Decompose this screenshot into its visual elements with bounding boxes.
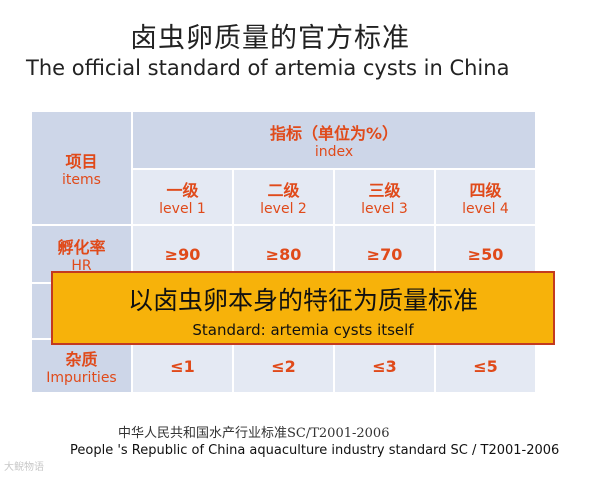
item-header-en: items	[62, 172, 101, 188]
item-header-cell: 项目 items	[30, 110, 133, 226]
page-title-cn: 卤虫卵质量的官方标准	[130, 23, 410, 54]
footer-source-en: People 's Republic of China aquaculture …	[70, 443, 560, 458]
level-4-cn: 四级	[469, 181, 502, 200]
row-label-impurities: 杂质 Impurities	[30, 338, 133, 394]
level-2-cn: 二级	[267, 181, 300, 200]
level-4-en: level 4	[462, 201, 509, 217]
callout-cn: 以卤虫卵本身的特征为质量标准	[127, 286, 478, 315]
level-1-header: 一级 level 1	[131, 168, 234, 226]
table-cell: ≤3	[333, 338, 436, 394]
index-header-en: index	[314, 144, 354, 160]
index-header-cell: 指标（单位为%） index	[131, 110, 537, 170]
standard-callout-box: 以卤虫卵本身的特征为质量标准 Standard: artemia cysts i…	[51, 271, 555, 345]
level-1-en: level 1	[159, 201, 206, 217]
table-cell: ≤5	[434, 338, 537, 394]
standard-table: 项目 items 指标（单位为%） index 一级 level 1 二级 le…	[30, 110, 537, 394]
level-2-header: 二级 level 2	[232, 168, 335, 226]
table-row: 杂质 Impurities ≤1 ≤2 ≤3 ≤5	[30, 338, 537, 394]
level-4-header: 四级 level 4	[434, 168, 537, 226]
row-impurities-en: Impurities	[46, 370, 117, 386]
footer-source-cn: 中华人民共和国水产行业标准SC/T2001-2006	[118, 426, 390, 441]
level-3-cn: 三级	[368, 181, 401, 200]
table-cell: ≤2	[232, 338, 335, 394]
level-2-en: level 2	[260, 201, 307, 217]
item-header-cn: 项目	[65, 152, 98, 171]
page-title-en: The official standard of artemia cysts i…	[26, 56, 510, 80]
level-3-header: 三级 level 3	[333, 168, 436, 226]
level-3-en: level 3	[361, 201, 408, 217]
watermark: 大鲵物语	[4, 462, 44, 473]
callout-en: Standard: artemia cysts itself	[192, 321, 414, 339]
row-hr-cn: 孵化率	[57, 238, 106, 257]
level-1-cn: 一级	[166, 181, 199, 200]
row-hr-en: HR	[71, 258, 92, 274]
row-impurities-cn: 杂质	[65, 350, 98, 369]
index-header-cn: 指标（单位为%）	[269, 124, 399, 143]
table-cell: ≤1	[131, 338, 234, 394]
